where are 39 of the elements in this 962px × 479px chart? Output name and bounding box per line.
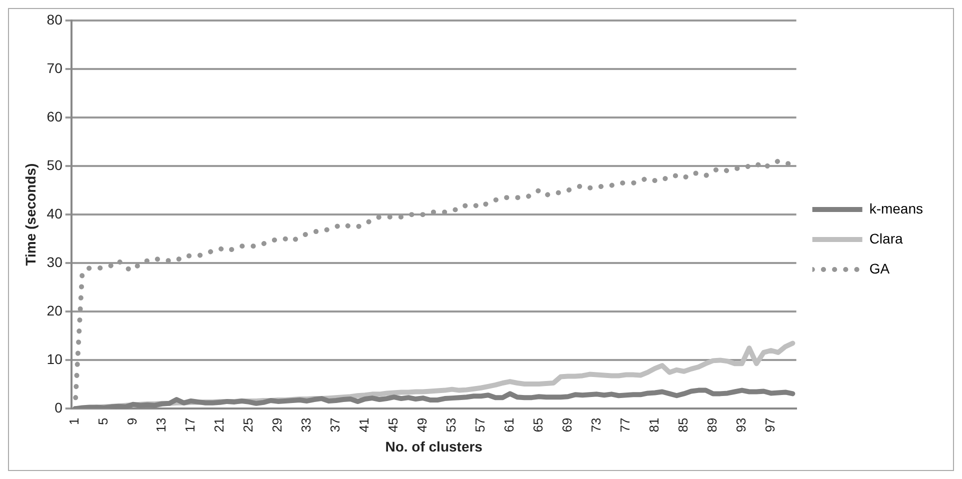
y-tick-label: 10 — [46, 351, 63, 368]
legend-label: k-means — [869, 200, 924, 216]
y-tick-label: 0 — [54, 400, 63, 416]
x-tick-label: 77 — [618, 418, 633, 432]
y-axis-title: Time (seconds) — [22, 163, 38, 266]
x-tick-label: 41 — [356, 418, 372, 432]
y-tick-label: 50 — [46, 156, 63, 173]
x-tick-label: 37 — [328, 418, 343, 432]
x-axis-title: No. of clusters — [385, 438, 483, 454]
x-tick-label: 65 — [530, 418, 546, 432]
x-tick-label: 5 — [96, 418, 111, 425]
x-tick-label: 69 — [560, 418, 575, 432]
y-tick-label: 80 — [46, 11, 63, 28]
x-tick-label: 45 — [386, 418, 401, 432]
x-tick-label: 17 — [182, 418, 198, 432]
x-tick-label: 53 — [444, 418, 459, 432]
y-tick-label: 40 — [46, 205, 63, 222]
x-tick-label: 49 — [414, 418, 430, 432]
x-tick-label: 29 — [270, 418, 285, 432]
x-tick-label: 21 — [212, 418, 227, 432]
x-tick-label: 81 — [646, 418, 662, 432]
x-tick-label: 73 — [588, 418, 604, 432]
y-tick-label: 60 — [46, 108, 63, 124]
x-tick-label: 89 — [704, 418, 720, 432]
x-tick-label: 1 — [66, 418, 82, 425]
y-tick-label: 20 — [46, 302, 63, 319]
x-tick-label: 9 — [124, 418, 140, 425]
x-tick-label: 61 — [502, 418, 517, 432]
y-tick-label: 30 — [46, 254, 63, 270]
legend-label: Clara — [869, 230, 903, 246]
legend-label: GA — [869, 260, 890, 276]
x-tick-label: 93 — [734, 418, 749, 432]
x-tick-label: 33 — [298, 418, 314, 432]
x-tick-label: 13 — [154, 418, 169, 432]
x-tick-label: 57 — [472, 418, 488, 432]
x-tick-label: 85 — [676, 418, 691, 432]
y-tick-label: 70 — [46, 60, 63, 76]
x-tick-label: 97 — [762, 418, 778, 432]
x-tick-label: 25 — [240, 418, 256, 432]
